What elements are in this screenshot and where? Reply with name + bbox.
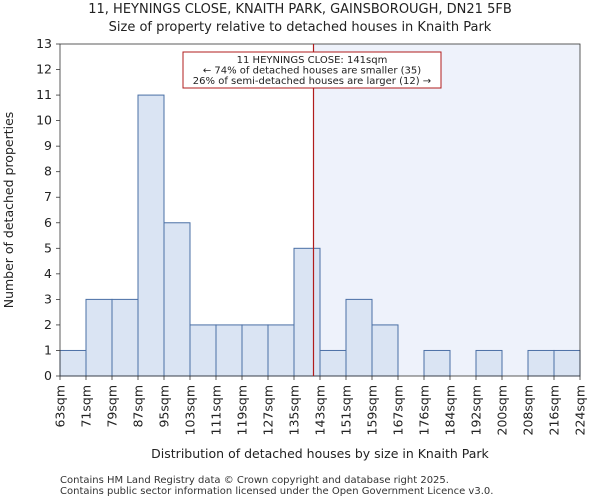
bar-103sqm	[189, 324, 217, 377]
x-tick-label-79sqm: 79sqm	[105, 385, 120, 428]
x-tick-label-176sqm: 176sqm	[417, 385, 432, 435]
bar-111sqm	[215, 324, 243, 377]
y-tick-label-13: 13	[36, 36, 52, 51]
bar-151sqm	[345, 298, 373, 377]
bar-159sqm	[371, 324, 399, 377]
annotation-box	[182, 51, 442, 89]
bar-143sqm	[319, 349, 347, 377]
bar-192sqm	[475, 349, 503, 377]
x-tick-label-63sqm: 63sqm	[53, 385, 68, 428]
bar-63sqm	[59, 349, 87, 377]
x-tick-label-167sqm: 167sqm	[391, 385, 406, 435]
y-tick-label-9: 9	[44, 138, 52, 153]
annotation-line-1: 11 HEYNINGS CLOSE: 141sqm	[237, 55, 388, 66]
x-tick-label-208sqm: 208sqm	[521, 385, 536, 435]
y-tick-label-12: 12	[36, 62, 52, 77]
annotation-line-3: 26% of semi-detached houses are larger (…	[193, 76, 431, 87]
y-tick-label-5: 5	[44, 240, 52, 255]
x-tick-label-95sqm: 95sqm	[157, 385, 172, 428]
x-tick-label-119sqm: 119sqm	[235, 385, 250, 435]
y-tick-label-11: 11	[36, 87, 52, 102]
chart-title: 11, HEYNINGS CLOSE, KNAITH PARK, GAINSBO…	[88, 2, 512, 17]
y-tick-label-0: 0	[44, 368, 52, 383]
footer-line-1: Contains HM Land Registry data © Crown c…	[60, 475, 449, 486]
bar-127sqm	[267, 324, 295, 377]
x-tick-label-87sqm: 87sqm	[131, 385, 146, 428]
bar-208sqm	[527, 349, 555, 377]
bar-87sqm	[137, 94, 165, 377]
bar-216sqm	[553, 349, 581, 377]
bar-176sqm	[423, 349, 451, 377]
y-tick-label-8: 8	[44, 164, 52, 179]
x-tick-label-71sqm: 71sqm	[79, 385, 94, 428]
x-tick-label-151sqm: 151sqm	[339, 385, 354, 435]
x-tick-label-127sqm: 127sqm	[261, 385, 276, 435]
bar-135sqm	[293, 247, 321, 377]
bar-71sqm	[85, 298, 113, 377]
footer-line-2: Contains public sector information licen…	[60, 486, 493, 497]
y-tick-label-10: 10	[36, 113, 52, 128]
y-tick-label-4: 4	[44, 266, 52, 281]
x-tick-label-103sqm: 103sqm	[183, 385, 198, 435]
x-tick-label-192sqm: 192sqm	[469, 385, 484, 435]
bar-79sqm	[111, 298, 139, 377]
x-tick-label-216sqm: 216sqm	[547, 385, 562, 435]
bar-119sqm	[241, 324, 269, 377]
y-axis-label: Number of detached properties	[1, 112, 16, 309]
y-tick-label-2: 2	[44, 317, 52, 332]
bar-95sqm	[163, 222, 191, 377]
x-tick-label-159sqm: 159sqm	[365, 385, 380, 435]
y-tick-label-3: 3	[44, 291, 52, 306]
annotation-line-2: ← 74% of detached houses are smaller (35…	[203, 66, 421, 77]
y-tick-label-7: 7	[44, 189, 52, 204]
x-tick-label-184sqm: 184sqm	[443, 385, 458, 435]
y-tick-label-6: 6	[44, 215, 52, 230]
x-tick-label-111sqm: 111sqm	[209, 385, 224, 435]
y-tick-label-1: 1	[44, 342, 52, 357]
chart-subtitle: Size of property relative to detached ho…	[109, 20, 492, 35]
x-tick-label-200sqm: 200sqm	[495, 385, 510, 435]
x-tick-label-143sqm: 143sqm	[313, 385, 328, 435]
x-tick-label-224sqm: 224sqm	[573, 385, 588, 435]
x-axis-label: Distribution of detached houses by size …	[151, 446, 489, 461]
x-tick-label-135sqm: 135sqm	[287, 385, 302, 435]
